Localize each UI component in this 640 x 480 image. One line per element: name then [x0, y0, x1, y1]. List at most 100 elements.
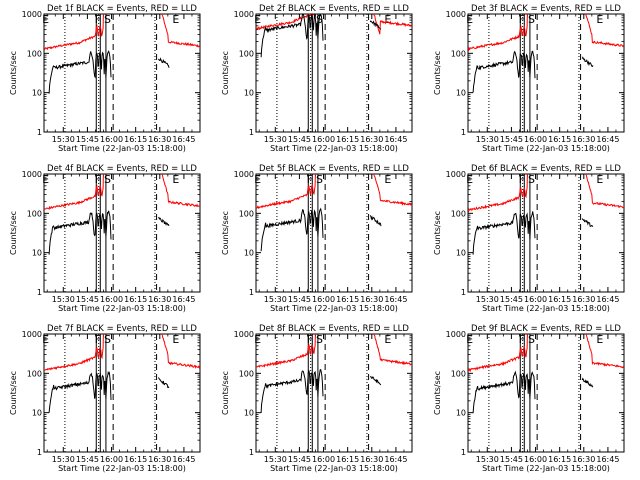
y-tick-label: 100 — [27, 369, 42, 378]
segment-label: S — [316, 333, 323, 346]
plot-frame — [43, 173, 201, 293]
panel-det-1f: Det 1f BLACK = Events, RED = LLD 1 10 100 10… — [9, 4, 201, 153]
segment-label: E — [42, 13, 49, 26]
y-tick-label: 10 — [244, 249, 254, 258]
y-tick-label: 1 — [461, 448, 466, 457]
events-series-line — [472, 211, 594, 255]
x-tick-label: 16:15 — [124, 295, 147, 304]
x-tick-label: 16:45 — [172, 295, 195, 304]
x-axis-label: Start Time (22-Jan-03 15:18:00) — [58, 144, 186, 153]
segment-label: E — [384, 173, 391, 186]
x-tick-label: 16:00 — [524, 295, 547, 304]
x-tick-label: 15:30 — [52, 455, 75, 464]
y-tick-label: 10 — [32, 89, 42, 98]
x-tick-label: 16:30 — [148, 295, 171, 304]
y-tick-label: 1 — [37, 448, 42, 457]
x-tick-label: 15:30 — [476, 455, 499, 464]
x-tick-label: 16:00 — [524, 455, 547, 464]
segment-label: S — [528, 333, 535, 346]
x-tick-label: 16:00 — [100, 455, 123, 464]
panel-det-5f: Det 5f BLACK = Events, RED = LLD 1 10 100 10… — [221, 164, 413, 313]
x-tick-label: 16:15 — [336, 135, 359, 144]
y-tick-label: 1 — [461, 288, 466, 297]
segment-label: F — [95, 13, 101, 26]
x-tick-label: 15:45 — [500, 455, 523, 464]
panel-det-3f: Det 3f BLACK = Events, RED = LLD 1 10 100 10… — [433, 4, 625, 153]
y-tick-label: 10 — [456, 409, 466, 418]
x-tick-label: 16:00 — [100, 295, 123, 304]
x-tick-label: 15:45 — [76, 135, 99, 144]
x-axis-label: Start Time (22-Jan-03 15:18:00) — [58, 464, 186, 473]
lld-series-line — [256, 174, 412, 210]
panel-title: Det 5f BLACK = Events, RED = LLD — [259, 164, 409, 174]
y-tick-label: 1000 — [446, 10, 466, 19]
segment-label: F — [519, 13, 525, 26]
segment-label: E — [384, 333, 391, 346]
panel-title: Det 8f BLACK = Events, RED = LLD — [259, 324, 409, 334]
y-tick-label: 100 — [451, 49, 466, 58]
x-tick-label: 16:45 — [596, 295, 619, 304]
y-tick-label: 1000 — [234, 10, 254, 19]
x-tick-label: 15:45 — [288, 135, 311, 144]
panel-title: Det 1f BLACK = Events, RED = LLD — [47, 4, 197, 14]
x-tick-label: 16:15 — [548, 455, 571, 464]
events-series-line — [472, 370, 594, 414]
segment-label: F — [95, 173, 101, 186]
panel-det-7f: Det 7f BLACK = Events, RED = LLD 1 10 100 10… — [9, 324, 201, 473]
segment-label: E — [466, 13, 473, 26]
y-tick-label: 100 — [239, 369, 254, 378]
lld-series-line — [44, 174, 200, 211]
segment-label: S — [528, 13, 535, 26]
panel-det-8f: Det 8f BLACK = Events, RED = LLD 1 10 100 10… — [221, 324, 413, 473]
events-series-line — [260, 207, 382, 252]
x-tick-label: 15:30 — [476, 295, 499, 304]
x-tick-label: 16:30 — [148, 135, 171, 144]
x-tick-label: 16:00 — [312, 135, 335, 144]
x-tick-label: 16:45 — [596, 135, 619, 144]
events-series-line — [48, 370, 170, 413]
segment-label: F — [95, 333, 101, 346]
y-tick-label: 1 — [249, 288, 254, 297]
y-tick-label: 100 — [239, 49, 254, 58]
x-tick-label: 16:30 — [360, 295, 383, 304]
x-tick-label: 16:45 — [172, 135, 195, 144]
plot-frame — [467, 333, 625, 453]
x-tick-label: 15:30 — [264, 135, 287, 144]
y-tick-label: 100 — [451, 209, 466, 218]
lld-series-line — [44, 334, 200, 371]
segment-label: E — [596, 13, 603, 26]
plot-frame — [467, 13, 625, 133]
panel-title: Det 4f BLACK = Events, RED = LLD — [47, 164, 197, 174]
segment-label: E — [172, 333, 179, 346]
y-tick-label: 10 — [244, 409, 254, 418]
events-series-line — [48, 210, 170, 255]
y-axis-label: Counts/sec — [221, 371, 230, 415]
y-tick-label: 1000 — [234, 330, 254, 339]
segment-label: S — [104, 13, 111, 26]
segment-label: E — [172, 13, 179, 26]
y-tick-label: 10 — [456, 89, 466, 98]
y-tick-label: 1 — [249, 128, 254, 137]
y-tick-label: 1000 — [22, 10, 42, 19]
y-tick-label: 100 — [27, 49, 42, 58]
segment-label: E — [596, 333, 603, 346]
segment-label: E — [596, 173, 603, 186]
y-tick-label: 1 — [37, 128, 42, 137]
lld-series-line — [256, 14, 412, 35]
x-axis-label: Start Time (22-Jan-03 15:18:00) — [482, 144, 610, 153]
x-tick-label: 15:45 — [288, 455, 311, 464]
segment-label: E — [42, 333, 49, 346]
lld-series-line — [468, 334, 624, 373]
segment-label: S — [528, 173, 535, 186]
x-tick-label: 15:45 — [500, 135, 523, 144]
x-tick-label: 15:30 — [476, 135, 499, 144]
events-series-line — [260, 14, 382, 58]
segment-label: F — [307, 173, 313, 186]
y-tick-label: 1000 — [234, 170, 254, 179]
y-axis-label: Counts/sec — [221, 211, 230, 255]
y-tick-label: 1 — [249, 448, 254, 457]
events-series-line — [472, 50, 594, 93]
y-tick-label: 1000 — [22, 170, 42, 179]
x-axis-label: Start Time (22-Jan-03 15:18:00) — [270, 464, 398, 473]
